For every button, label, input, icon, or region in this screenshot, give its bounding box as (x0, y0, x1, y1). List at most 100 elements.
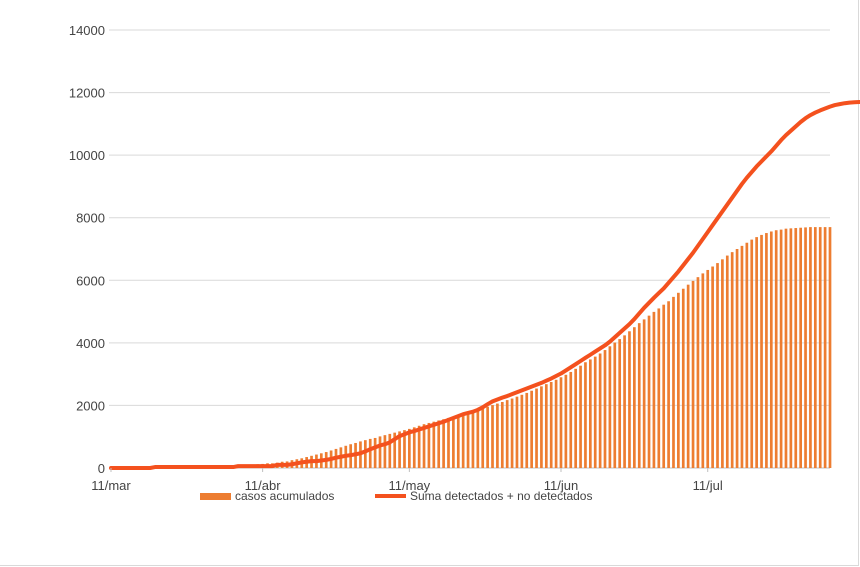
bar (559, 377, 563, 468)
bar (544, 384, 548, 468)
bar (637, 323, 641, 468)
bar (427, 422, 431, 468)
bar (809, 227, 812, 468)
bar (701, 273, 705, 468)
bar (373, 437, 377, 468)
bar (403, 430, 406, 468)
bar (525, 392, 529, 468)
bar (437, 420, 441, 468)
x-tick-label: 11/mar (91, 478, 131, 493)
bar (794, 228, 798, 468)
bar (735, 249, 739, 468)
legend-label-line: Suma detectados + no detectados (410, 489, 593, 503)
y-tick-label: 2000 (76, 398, 105, 413)
bar (481, 408, 485, 468)
y-tick-label: 14000 (69, 23, 105, 38)
bar (662, 304, 666, 468)
bar-series-casos-acumulados (212, 227, 832, 468)
bar (486, 406, 489, 468)
bar (593, 356, 597, 468)
bar (652, 311, 656, 468)
x-tick-label: 11/jul (693, 478, 723, 493)
bar (442, 419, 445, 468)
bar (608, 346, 612, 468)
bar (584, 362, 587, 468)
bar (588, 359, 592, 468)
bar (618, 339, 622, 468)
bar (681, 288, 685, 468)
bar (417, 425, 421, 468)
bar (447, 417, 450, 468)
bar (491, 405, 494, 468)
bar (456, 415, 460, 468)
bar (628, 331, 631, 468)
bar (500, 401, 504, 468)
bar (432, 421, 436, 468)
line-series-suma (109, 99, 860, 470)
bar (672, 296, 675, 468)
bar (452, 416, 455, 468)
x-axis: 11/mar 11/abr 11/may 11/jun 11/jul (91, 468, 723, 493)
bar (496, 403, 499, 468)
y-tick-label: 12000 (69, 86, 105, 101)
bar (520, 394, 524, 468)
bar (711, 266, 714, 468)
bar (388, 433, 392, 468)
bar (471, 411, 475, 468)
bar (730, 252, 734, 468)
legend-item-bar: casos acumulados (200, 489, 334, 503)
bar (540, 386, 543, 468)
y-tick-label: 0 (98, 461, 105, 476)
bar (799, 227, 802, 468)
bar (804, 227, 807, 468)
bar (554, 379, 558, 468)
bar (466, 412, 470, 468)
bar (569, 371, 573, 468)
bar (579, 365, 582, 468)
bar (633, 327, 636, 468)
x-tick-label: 11/abr (245, 478, 282, 493)
x-tick-label: 11/jun (544, 478, 578, 493)
bar (368, 438, 372, 468)
bar (813, 227, 817, 468)
bar (779, 229, 783, 468)
y-axis: 0 2000 4000 6000 8000 10000 12000 14000 (69, 23, 105, 476)
bar (716, 263, 719, 468)
bar (398, 431, 401, 468)
bar (647, 315, 651, 468)
bar (422, 424, 426, 468)
bar (613, 342, 617, 468)
legend: casos acumulados Suma detectados + no de… (0, 489, 860, 507)
legend-swatch-line (375, 494, 406, 498)
x-tick-label: 11/may (389, 478, 431, 493)
bar (642, 319, 646, 468)
bar (378, 436, 382, 468)
bar (574, 368, 578, 468)
y-tick-label: 6000 (76, 273, 105, 288)
gridlines (109, 29, 830, 469)
bar (408, 428, 411, 468)
legend-label-bar: casos acumulados (235, 489, 335, 503)
bar (725, 255, 729, 468)
bar (765, 233, 768, 468)
bar (769, 231, 773, 468)
bar (784, 228, 788, 468)
bar (706, 269, 710, 468)
bar (823, 227, 827, 468)
bar (564, 374, 568, 468)
y-tick-label: 10000 (69, 148, 105, 163)
bar (721, 259, 724, 468)
bar (530, 390, 533, 468)
bar (393, 432, 397, 468)
bar (412, 427, 416, 468)
bar (828, 227, 832, 468)
y-tick-label: 8000 (76, 211, 105, 226)
bar (667, 301, 670, 468)
bar (535, 388, 538, 468)
bar (740, 245, 744, 468)
series-line (109, 99, 860, 470)
bar (383, 435, 387, 468)
bar (774, 230, 778, 468)
